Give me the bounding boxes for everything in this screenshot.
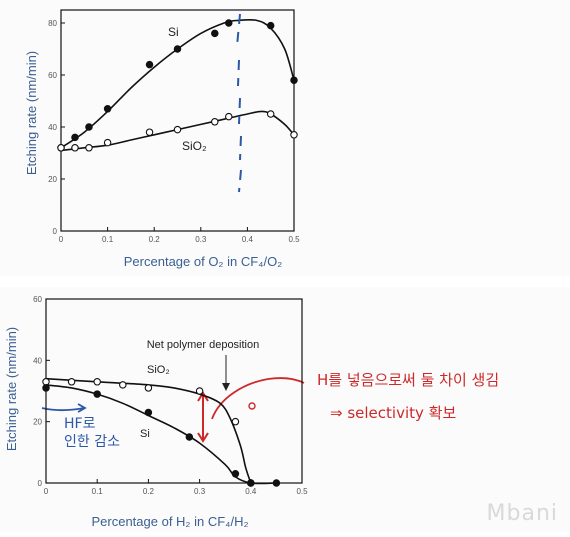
y-tick-label: 60: [48, 71, 57, 80]
sio2-data-point: [231, 417, 240, 426]
chart-o2: Etching rate (nm/min) Percentage of O₂ i…: [24, 9, 300, 269]
sio2-data-point: [145, 128, 154, 136]
blue-note: HF로 인한 감소: [64, 415, 120, 451]
sio2-data-point: [195, 387, 204, 395]
y-tick-label: 40: [33, 356, 42, 365]
watermark-logo: Mbani: [486, 501, 558, 526]
y-tick-label: 80: [48, 19, 57, 28]
sio2-data-point: [85, 144, 93, 152]
sio2-data-point: [144, 384, 153, 392]
x-tick-label: 0.3: [195, 235, 207, 244]
x-tick-label: 0.3: [194, 487, 206, 496]
x-tick-label: 0.4: [242, 235, 254, 244]
sio2-data-point: [71, 144, 79, 152]
si-data-point: [173, 45, 182, 53]
x-tick-label: 0.2: [143, 487, 155, 496]
si-data-point: [185, 433, 194, 441]
si-data-point: [231, 470, 240, 478]
si-data-point: [85, 123, 93, 131]
si-data-point: [144, 408, 153, 417]
si-data-point: [145, 60, 154, 69]
y-tick-label: 20: [48, 175, 57, 184]
x-tick-label: 0.1: [92, 487, 104, 496]
si-data-point: [247, 479, 255, 487]
y-tick-label: 60: [33, 295, 42, 304]
y-tick-label: 20: [33, 418, 42, 427]
si-data-point: [42, 384, 50, 392]
x-tick-label: 0: [59, 235, 64, 244]
x-tick-label: 0.1: [102, 235, 114, 244]
red-note-line1: H를 넣음으로써 둘 차이 생김: [317, 371, 500, 389]
blue-arrow-stroke: [41, 403, 87, 413]
blue-note-line2: 인한 감소: [64, 434, 120, 450]
y-axis-title: Etching rate (nm/min): [24, 51, 39, 175]
si-data-point: [93, 390, 101, 398]
y-tick-label: 40: [48, 123, 57, 132]
sio2-data-point: [290, 131, 298, 139]
red-double-arrow: [197, 391, 209, 443]
sio2-data-point: [103, 138, 112, 147]
x-tick-label: 0.5: [296, 487, 308, 496]
si-data-point: [103, 105, 112, 113]
x-tick-label: 0: [44, 487, 49, 496]
sio2-data-point: [266, 110, 275, 118]
si-data-point: [211, 29, 219, 38]
sio2-data-point: [42, 378, 50, 386]
x-axis-title: Percentage of O₂ in CF₄/O₂: [124, 254, 282, 269]
si-series-label: Si: [168, 25, 179, 39]
si-series-label: Si: [140, 428, 150, 440]
sio2-series-label: SiO₂: [147, 364, 170, 376]
si-data-point: [272, 479, 281, 487]
sio2-data-point: [93, 378, 101, 386]
si-data-point: [71, 133, 79, 142]
sio2-data-point: [67, 378, 76, 386]
x-axis-title: Percentage of H₂ in CF₄/H₂: [91, 514, 248, 529]
si-data-point: [290, 76, 298, 84]
net-polymer-label: Net polymer deposition: [147, 339, 260, 351]
plot-frame: [60, 9, 295, 232]
x-tick-label: 0.5: [288, 235, 300, 244]
sio2-data-point: [225, 112, 233, 121]
y-tick-label: 0: [53, 227, 58, 236]
red-note-line2: ⇒ selectivity 확보: [330, 404, 457, 422]
chart-o2-panel: Etching rate (nm/min) Percentage of O₂ i…: [24, 9, 301, 269]
red-curve-stroke: [211, 377, 305, 420]
blue-note-line1: HF로: [64, 416, 96, 432]
red-small-circle: [248, 402, 256, 410]
y-tick-label: 0: [38, 479, 43, 488]
sio2-series-label: SiO₂: [182, 139, 207, 153]
sio2-data-point: [119, 381, 127, 389]
sio2-data-point: [173, 125, 182, 134]
x-tick-label: 0.2: [149, 235, 161, 244]
si-series-line: [45, 384, 277, 485]
si-data-point: [266, 21, 275, 30]
y-axis-title: Etching rate (nm/min): [4, 327, 19, 451]
chart-h2-panel: Etching rate (nm/min) Percentage of H₂ i…: [0, 287, 570, 532]
sio2-data-point: [57, 144, 65, 152]
chart-h2: Etching rate (nm/min) Percentage of H₂ i…: [4, 295, 308, 529]
net-polymer-arrowhead: [222, 383, 230, 391]
x-tick-label: 0.4: [245, 487, 257, 496]
sio2-data-point: [211, 118, 219, 126]
si-data-point: [225, 19, 233, 27]
